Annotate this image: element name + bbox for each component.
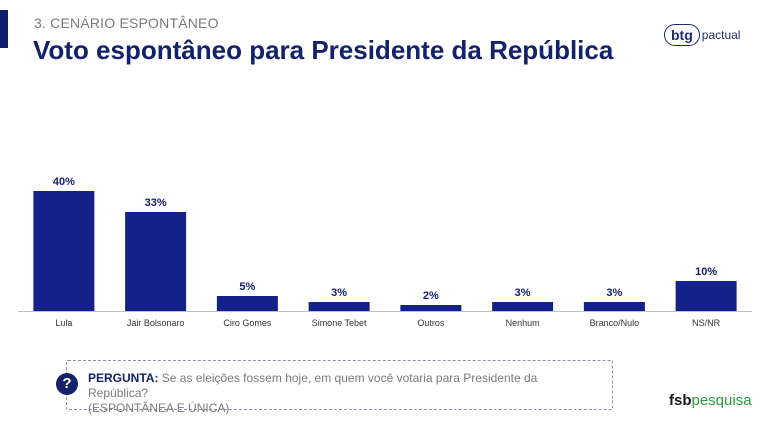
fsb-logo-mark: fsb — [669, 392, 692, 409]
category-label: Lula — [55, 318, 72, 328]
bar — [308, 302, 370, 311]
data-label: 2% — [423, 290, 439, 302]
section-label: 3. CENÁRIO ESPONTÂNEO — [34, 15, 219, 31]
question-label: PERGUNTA: — [88, 371, 159, 385]
bar — [583, 302, 645, 311]
question-text: Se as eleições fossem hoje, em quem você… — [88, 371, 538, 400]
data-label: 3% — [515, 287, 531, 299]
category-label: Jair Bolsonaro — [127, 318, 185, 328]
question-mark-icon: ? — [56, 373, 78, 395]
bar — [492, 302, 554, 311]
fsb-logo-text: pesquisa — [691, 392, 752, 409]
bar — [400, 305, 462, 311]
category-label: Nenhum — [506, 318, 540, 328]
category-label: Simone Tebet — [312, 318, 367, 328]
data-label: 3% — [606, 287, 622, 299]
question-note: (ESPONTÂNEA E ÚNICA) — [88, 401, 230, 415]
btg-logo-text: pactual — [701, 28, 741, 42]
category-label: Ciro Gomes — [223, 318, 272, 328]
data-label: 10% — [695, 266, 717, 278]
category-label: NS/NR — [692, 318, 721, 328]
fsb-pesquisa-logo: fsbpesquisa — [669, 392, 752, 409]
btg-pactual-logo: btg pactual — [664, 20, 740, 50]
accent-bar — [0, 10, 8, 48]
data-label: 3% — [331, 287, 347, 299]
bar-chart: 40% Lula 33% Jair Bolsonaro 5% Ciro Gomes 3% Si… — [18, 176, 752, 328]
category-label: Outros — [417, 318, 445, 328]
data-label: 40% — [53, 176, 75, 188]
bar — [675, 281, 737, 311]
btg-logo-mark: btg — [664, 24, 700, 46]
bar — [216, 296, 278, 311]
bar — [33, 191, 95, 311]
bar — [125, 212, 187, 311]
question-text-block: PERGUNTA: Se as eleições fossem hoje, em… — [88, 371, 598, 416]
category-label: Branco/Nulo — [590, 318, 640, 328]
data-label: 33% — [145, 197, 167, 209]
page-title: Voto espontâneo para Presidente da Repúb… — [33, 35, 614, 65]
data-label: 5% — [239, 281, 255, 293]
